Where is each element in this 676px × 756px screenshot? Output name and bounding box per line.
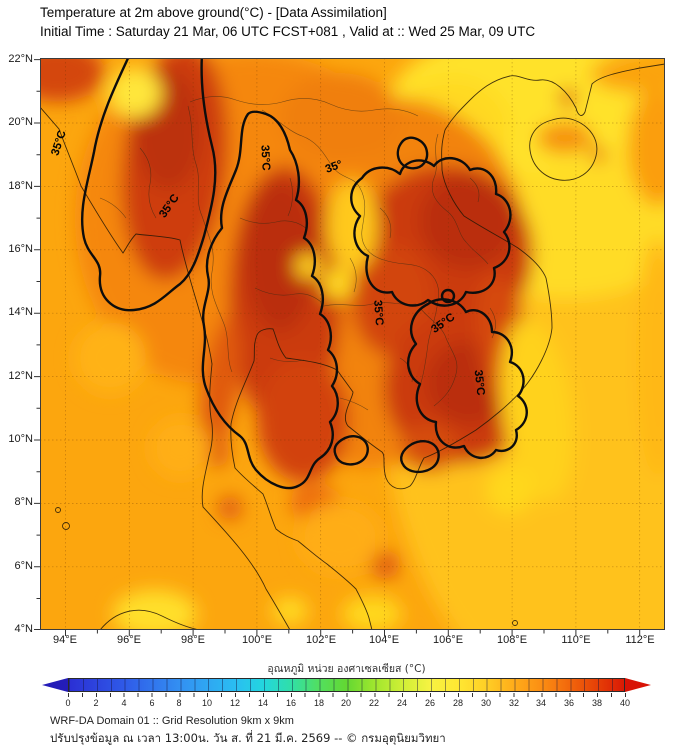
lon-tick-label: 102°E [305, 634, 337, 646]
colorbar-cell-dividers [69, 679, 624, 691]
footer-domain-info: WRF-DA Domain 01 :: Grid Resolution 9km … [50, 715, 294, 727]
colorbar-tick-label: 2 [93, 698, 99, 708]
colorbar-minor-ticks [68, 693, 626, 697]
lat-tick-label: 12°N [8, 370, 33, 382]
colorbar-low-arrow [42, 678, 68, 692]
contour-label: 35°C [258, 145, 271, 171]
lon-tick-label: 110°E [561, 634, 591, 646]
colorbar-label: อุณหภูมิ หน่วย องศาเซลเซียส (°C) [267, 663, 426, 675]
lon-tick-label: 98°E [181, 634, 205, 646]
colorbar-tick-label: 30 [480, 698, 491, 708]
lon-tick-label: 94°E [53, 634, 77, 646]
lat-tick-label: 10°N [8, 433, 33, 445]
lon-tick-label: 108°E [496, 634, 528, 646]
lon-tick-label: 100°E [241, 634, 273, 646]
lat-tick-label: 4°N [14, 623, 33, 635]
coastline [40, 63, 665, 630]
colorbar-tick-label: 36 [563, 698, 574, 708]
axis-ticks [34, 59, 641, 636]
contour-label: 35° [324, 158, 345, 175]
colorbar-tick-label: 40 [619, 698, 630, 708]
colorbar-tick-label: 20 [340, 698, 351, 708]
colorbar-tick-label: 12 [229, 698, 240, 708]
colorbar-tick-label: 10 [201, 698, 212, 708]
lon-tick-label: 96°E [117, 634, 141, 646]
colorbar-tick-label: 38 [591, 698, 602, 708]
lon-tick-label: 106°E [432, 634, 464, 646]
page-subtitle: Initial Time : Saturday 21 Mar, 06 UTC F… [40, 24, 536, 39]
colorbar-tick-label: 18 [313, 698, 324, 708]
contour-35c [80, 58, 528, 490]
colorbar-high-arrow [625, 678, 651, 692]
lat-tick-label: 16°N [8, 243, 33, 255]
colorbar-tick-label: 16 [285, 698, 296, 708]
colorbar-tick-label: 28 [452, 698, 463, 708]
colorbar [68, 678, 625, 692]
colorbar-tick-label: 0 [65, 698, 71, 708]
colorbar-tick-label: 24 [396, 698, 407, 708]
lon-tick-label: 104°E [368, 634, 400, 646]
footer-update-info: ปรับปรุงข้อมูล ณ เวลา 13:00น. วัน ส. ที่… [50, 731, 446, 745]
lat-tick-label: 18°N [8, 180, 33, 192]
lat-tick-label: 6°N [14, 560, 33, 572]
colorbar-tick-label: 14 [257, 698, 268, 708]
page-title: Temperature at 2m above ground(°C) - [Da… [40, 5, 387, 20]
contour-label: 35°C [472, 369, 487, 396]
colorbar-tick-label: 34 [535, 698, 546, 708]
colorbar-tick-label: 22 [368, 698, 379, 708]
colorbar-tick-label: 32 [508, 698, 519, 708]
lat-tick-label: 14°N [8, 306, 33, 318]
lat-tick-label: 20°N [8, 116, 33, 128]
colorbar-tick-label: 26 [424, 698, 435, 708]
temperature-map: 35°C 35°C 35°C 35° 35°C 35°C 35°C [34, 58, 665, 636]
grid-lines [40, 58, 665, 630]
colorbar-tick-label: 4 [121, 698, 127, 708]
colorbar-tick-label: 6 [149, 698, 155, 708]
lat-tick-label: 22°N [8, 53, 33, 65]
contour-label: 35°C [371, 300, 385, 326]
lat-tick-label: 8°N [14, 496, 33, 508]
colorbar-tick-label: 8 [176, 698, 182, 708]
map-frame [40, 58, 665, 630]
lon-tick-label: 112°E [625, 634, 655, 646]
